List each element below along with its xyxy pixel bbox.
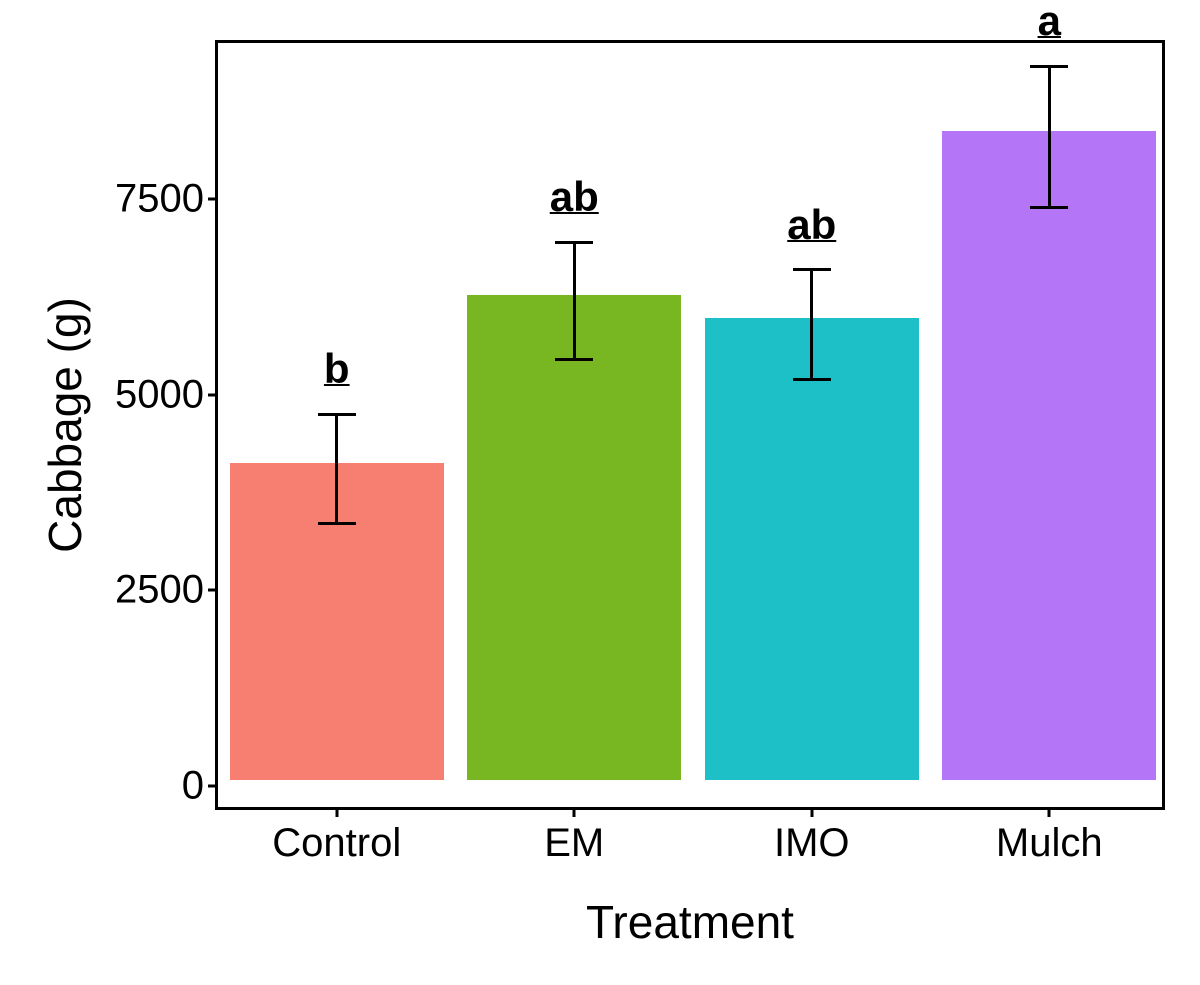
error-bar-stem [1048,66,1051,207]
plot-area: 0250050007500ControlbEMabIMOabMulcha [215,40,1165,810]
y-tick-mark [208,784,218,787]
significance-label: a [1038,0,1061,45]
error-bar-cap [318,413,356,416]
x-tick-label: IMO [774,807,850,866]
y-tick-label: 5000 [115,372,218,417]
x-tick-label: Control [272,807,401,866]
error-bar-cap [555,241,593,244]
y-axis-title: Cabbage (g) [38,297,92,553]
x-tick-label: EM [544,807,604,866]
error-bar-cap [1030,65,1068,68]
error-bar-cap [1030,206,1068,209]
error-bar-stem [810,270,813,379]
error-bar-cap [318,522,356,525]
error-bar-cap [793,268,831,271]
significance-label: ab [787,201,836,249]
bar [705,318,919,779]
error-bar-stem [335,414,338,523]
x-axis-title: Treatment [586,895,794,949]
significance-label: ab [550,173,599,221]
cabbage-bar-chart: 0250050007500ControlbEMabIMOabMulcha Cab… [0,0,1200,985]
y-tick-label: 2500 [115,568,218,613]
y-tick-mark [208,198,218,201]
y-tick-label: 7500 [115,177,218,222]
y-tick-mark [208,393,218,396]
error-bar-cap [555,358,593,361]
significance-label: b [324,345,350,393]
error-bar-cap [793,378,831,381]
y-tick-mark [208,589,218,592]
bar [942,131,1156,780]
error-bar-stem [573,242,576,359]
bar [467,295,681,780]
x-tick-label: Mulch [996,807,1103,866]
